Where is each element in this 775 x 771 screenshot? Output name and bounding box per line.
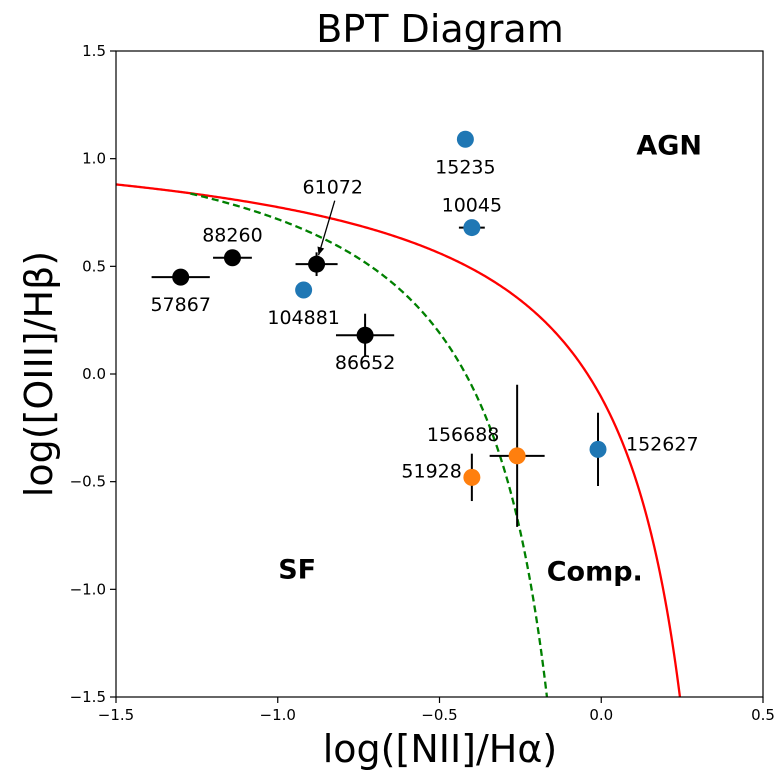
region-label-sf: SF [278,555,316,586]
point-label-57867: 57867 [150,294,210,316]
x-axis-label: log([NII]/Hα) [323,727,558,771]
point-label-156688: 156688 [427,424,500,446]
kewley-curve [116,183,682,697]
chart-title: BPT Diagram [316,7,563,51]
y-tick-label: 1.0 [82,150,106,168]
point-label-88260: 88260 [202,225,262,247]
data-point-15235 [456,130,474,148]
region-label-agn: AGN [636,130,702,161]
y-tick-label: 1.5 [82,42,106,60]
point-label-15235: 15235 [435,156,495,178]
curves-layer [116,183,682,697]
data-point-51928 [463,468,481,486]
y-tick-label: 0.0 [82,365,106,383]
y-tick-label: −0.5 [70,473,106,491]
region-label-comp: Comp. [547,557,643,588]
data-point-88260 [223,249,241,267]
data-point-61072 [308,255,326,273]
data-point-57867 [172,268,190,286]
plot-frame [115,50,764,698]
y-axis-label: log([OIII]/Hβ) [17,251,61,497]
point-label-51928: 51928 [401,460,461,482]
point-label-10045: 10045 [442,195,502,217]
x-tick-label: 0.5 [751,706,775,724]
x-tick-label: −1.0 [260,706,296,724]
annotation-arrowhead-61072 [317,246,325,256]
data-point-10045 [463,219,481,237]
annotation-arrow-61072 [317,200,336,256]
ticks-layer: −1.5 −1.0 −0.5 0.0 0.5 −1.5 −1.0 −0.5 0.0 0.5 1.0 1… [70,42,775,724]
point-label-104881: 104881 [267,307,340,329]
y-tick-label: 0.5 [82,257,106,275]
point-label-61072: 61072 [303,177,363,199]
data-point-104881 [295,281,313,299]
x-tick-label: −1.5 [98,706,134,724]
data-point-152627 [589,440,607,458]
data-point-156688 [508,447,526,465]
point-label-86652: 86652 [335,352,395,374]
errorbars-layer [151,226,600,527]
y-tick-label: −1.5 [70,688,106,706]
kauffmann-curve [190,192,549,697]
data-point-86652 [356,326,374,344]
point-labels-layer: 57867 88260 61072 104881 86652 15235 10045 1566… [150,156,698,482]
point-label-152627: 152627 [626,433,699,455]
points-layer [172,130,607,486]
region-labels-layer: AGN SF Comp. [278,130,702,587]
x-tick-label: −0.5 [421,706,457,724]
x-tick-label: 0.0 [589,706,613,724]
y-tick-label: −1.0 [70,580,106,598]
